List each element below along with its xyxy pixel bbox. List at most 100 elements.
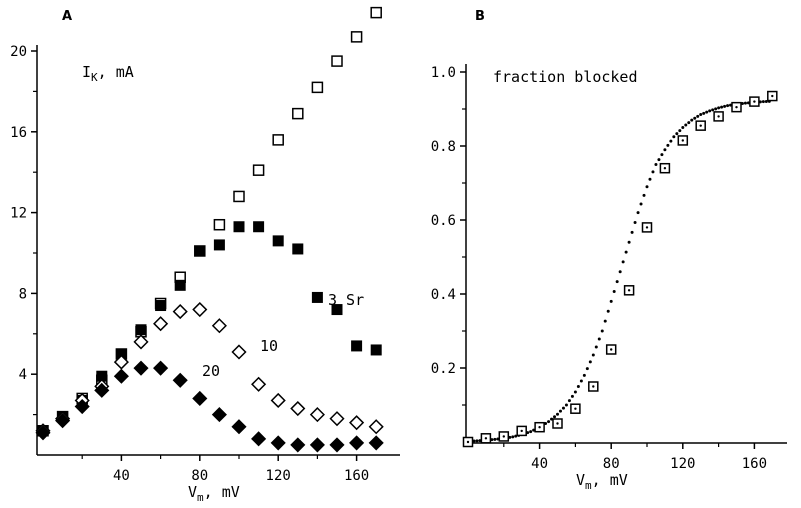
data-point-filled-square — [351, 340, 363, 352]
data-point-open-square — [292, 107, 304, 120]
fit-curve-dot — [761, 100, 765, 104]
data-point-open-diamond — [133, 334, 149, 350]
data-point-open-square-dot — [767, 90, 778, 102]
data-point-open-diamond — [368, 419, 384, 435]
data-point-filled-square — [174, 279, 186, 291]
fit-curve-dot — [666, 143, 670, 147]
x-tick-label: 40 — [113, 468, 130, 484]
data-point-filled-square — [213, 239, 225, 251]
fit-curve-dot — [690, 118, 694, 122]
data-point-open-square — [233, 190, 245, 203]
fit-curve-dot — [654, 163, 658, 166]
x-tick-label: 120 — [670, 456, 695, 472]
y-tick-label: 4 — [19, 367, 27, 383]
fit-curve-dot — [585, 367, 589, 371]
fit-curve-dot — [633, 220, 637, 224]
fit-curve-dot — [636, 211, 640, 215]
panel-b-letter: B — [475, 9, 485, 24]
data-point-filled-square — [194, 245, 206, 257]
fit-curve-dot — [475, 439, 479, 443]
y-tick-label: 8 — [19, 286, 27, 302]
data-point-filled-square — [253, 221, 265, 233]
data-point-filled-square — [292, 243, 304, 255]
data-point-open-square-dot — [498, 431, 510, 442]
y-tick-label: 20 — [10, 44, 27, 60]
fit-curve-dot — [564, 403, 568, 407]
y-tick-label: 0.4 — [431, 287, 456, 303]
data-point-open-square — [350, 31, 363, 43]
fit-curve-dot — [579, 379, 583, 383]
fit-curve-dot — [553, 415, 557, 419]
data-point-open-square-dot — [588, 381, 599, 392]
fit-curve-dot — [723, 104, 727, 108]
data-point-open-square — [370, 6, 382, 19]
data-point-filled-square — [311, 291, 323, 303]
fit-curve-dot — [615, 280, 619, 284]
data-point-open-diamond — [231, 344, 247, 360]
data-point-filled-diamond — [113, 368, 129, 384]
data-point-filled-diamond — [368, 435, 384, 451]
fit-curve-dot — [547, 420, 551, 424]
x-tick-label: 80 — [603, 456, 620, 472]
data-point-open-square-dot — [462, 436, 474, 448]
x-tick-label: 120 — [266, 468, 291, 484]
fit-curve-dot — [609, 299, 613, 303]
panel-a-letter: A — [62, 9, 72, 24]
data-point-open-square-dot — [570, 403, 581, 414]
fit-curve-dot — [726, 104, 730, 108]
data-point-open-square-dot — [516, 425, 527, 437]
data-point-filled-square — [272, 235, 284, 247]
fit-curve-dot — [612, 290, 616, 294]
data-point-filled-diamond — [329, 437, 345, 453]
fit-curve-dot — [717, 106, 721, 110]
data-point-open-square — [252, 164, 265, 176]
data-point-filled-diamond — [74, 398, 90, 415]
data-point-open-diamond — [251, 376, 267, 392]
fit-curve-dot — [678, 129, 682, 133]
fit-curve-dot — [657, 158, 661, 162]
panel-a-annotation: IK, mA — [82, 63, 134, 84]
data-point-open-square-dot — [605, 344, 617, 355]
fit-curve-dot — [582, 373, 586, 377]
data-point-open-diamond — [192, 301, 208, 318]
data-point-open-square-dot — [659, 162, 671, 174]
panel-b-marks — [462, 90, 778, 448]
panel-a-axes — [36, 45, 400, 456]
data-point-filled-diamond — [349, 435, 365, 451]
fit-curve-dot — [672, 135, 676, 139]
data-point-open-square-dot — [731, 101, 742, 113]
panel-a-xlabel: Vm, mV — [188, 483, 240, 504]
fit-curve-dot — [684, 123, 688, 127]
fit-curve-dot — [642, 193, 646, 197]
data-point-open-diamond — [290, 400, 306, 417]
data-point-open-square-dot — [534, 421, 545, 433]
fit-curve-dot — [597, 337, 601, 341]
data-point-open-square-dot — [623, 285, 635, 296]
data-point-filled-diamond — [211, 407, 227, 423]
fit-curve-dot — [591, 353, 595, 357]
data-point-open-diamond — [270, 392, 286, 409]
data-point-filled-square — [155, 300, 167, 312]
fit-curve-dot — [588, 360, 592, 364]
fit-curve-dot — [705, 110, 709, 114]
data-point-open-diamond — [329, 411, 345, 427]
fit-curve-dot — [627, 240, 631, 244]
data-point-open-diamond — [172, 304, 188, 320]
data-point-open-square-dot — [713, 111, 724, 122]
fit-curve-dot — [594, 345, 598, 349]
data-point-open-square — [272, 134, 284, 146]
fit-curve-dot — [687, 121, 691, 125]
data-point-filled-diamond — [94, 382, 110, 398]
data-point-open-diamond — [211, 318, 227, 334]
data-point-filled-diamond — [133, 360, 149, 376]
fit-curve-dot — [669, 139, 673, 143]
fit-curve-dot — [651, 170, 655, 174]
fit-curve-dot — [606, 309, 610, 313]
data-point-filled-diamond — [251, 431, 267, 447]
fit-curve-dot — [511, 435, 515, 439]
fit-curve-dot — [529, 430, 533, 434]
x-tick-label: 160 — [344, 468, 369, 484]
x-tick-label: 160 — [742, 456, 767, 472]
fit-curve-dot — [639, 202, 643, 206]
fit-curve-dot — [675, 132, 679, 136]
